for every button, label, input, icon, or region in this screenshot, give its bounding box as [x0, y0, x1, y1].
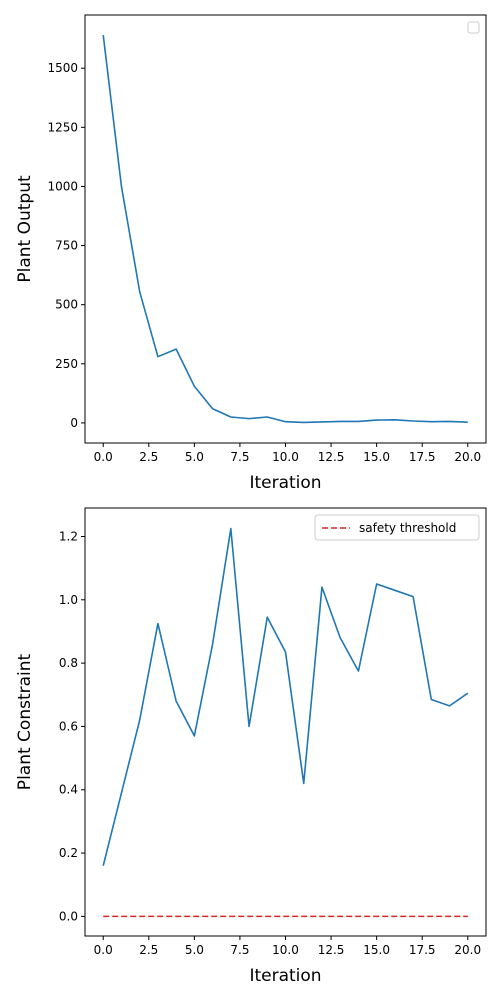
x-tick-label: 2.5: [139, 450, 158, 464]
x-tick-label: 2.5: [139, 943, 158, 957]
x-tick-label: 5.0: [185, 450, 204, 464]
x-tick-label: 7.5: [230, 450, 249, 464]
subplot-1: 0.0 2.5 5.0 7.5 10.0 12.5 15.0 17.5 20.0 0 250 500 7…: [15, 14, 487, 493]
series-line-1: [102, 35, 468, 424]
x-tick-label: 10.0: [272, 450, 299, 464]
legend-box: [314, 514, 480, 541]
x-tick-label: 20.0: [454, 450, 481, 464]
y-tick-label: 1250: [47, 120, 78, 134]
y-tick-label: 1500: [47, 61, 78, 75]
y-tick-label: 0.8: [59, 656, 78, 670]
x-tick-label: 10.0: [272, 943, 299, 957]
y-tick-label: 250: [55, 357, 78, 371]
y-tick-label: 0.4: [59, 783, 78, 797]
x-tick-label: 0.0: [94, 450, 113, 464]
x-tick-label: 0.0: [94, 943, 113, 957]
subplot-2: 0.0 2.5 5.0 7.5 10.0 12.5 15.0 17.5 20.0 0.0 0.2 0.…: [15, 507, 487, 986]
x-tick-label: 20.0: [454, 943, 481, 957]
x-tick-label: 15.0: [363, 943, 390, 957]
axes-frame: [84, 14, 487, 444]
x-tick-label: 12.5: [318, 450, 345, 464]
legend-entry-label: safety threshold: [359, 521, 456, 535]
y-tick-label: 1000: [47, 179, 78, 193]
y-axis-label: Plant Constraint: [15, 653, 35, 790]
y-tick-label: 0.6: [59, 719, 78, 733]
y-tick-label: 0.0: [59, 909, 78, 923]
x-tick-label: 17.5: [409, 943, 436, 957]
y-tick-label: 0: [70, 416, 78, 430]
x-tick-label: 15.0: [363, 450, 390, 464]
x-axis-label: Iteration: [249, 473, 321, 493]
x-tick-label: 12.5: [318, 943, 345, 957]
x-tick-label: 17.5: [409, 450, 436, 464]
y-tick-label: 0.2: [59, 846, 78, 860]
y-tick-label: 1.0: [59, 593, 78, 607]
y-tick-label: 1.2: [59, 529, 78, 543]
x-tick-label: 5.0: [185, 943, 204, 957]
y-tick-label: 750: [55, 239, 78, 253]
x-tick-label: 7.5: [230, 943, 249, 957]
x-axis-label: Iteration: [249, 966, 321, 986]
axes-frame: [84, 507, 487, 937]
y-tick-label: 500: [55, 298, 78, 312]
legend: [467, 21, 480, 34]
y-axis-label: Plant Output: [15, 175, 35, 283]
series-line-1: [102, 527, 469, 866]
legend: safety threshold: [314, 514, 480, 541]
legend-box: [467, 21, 480, 34]
